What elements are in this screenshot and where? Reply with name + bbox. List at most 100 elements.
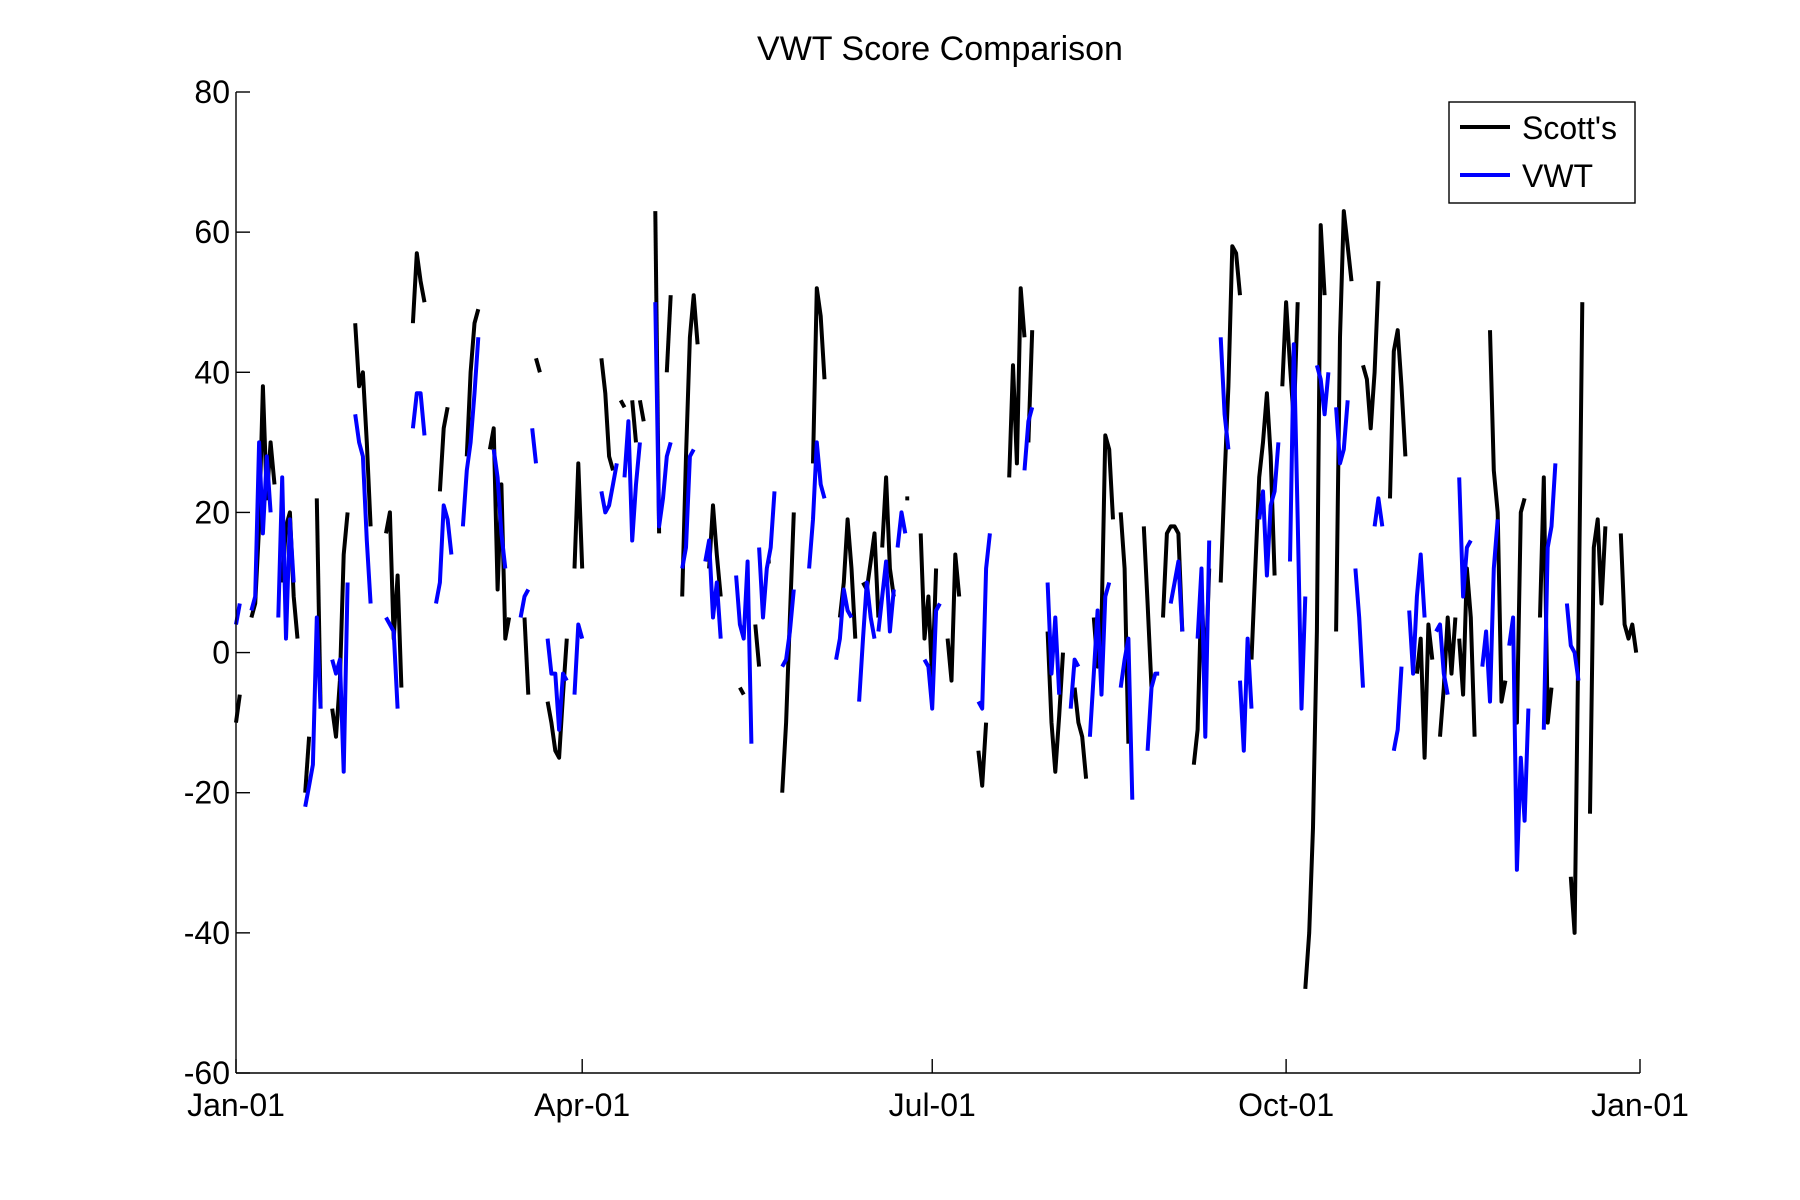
series-line-segment [437, 406, 450, 492]
series-line-segment [1372, 496, 1385, 527]
y-tick-label: -20 [184, 775, 230, 811]
series-line-segment [410, 251, 427, 324]
x-tick-label: Jan-01 [1591, 1087, 1689, 1123]
series-line-segment [1618, 533, 1639, 653]
series-line-segment [664, 295, 673, 373]
series-line-segment [1434, 622, 1450, 695]
series-line-segment [1407, 552, 1427, 676]
series-line-segment [757, 491, 777, 620]
axes [235, 92, 1640, 1074]
series-line-segment [1141, 526, 1154, 688]
series-line-segment [1168, 559, 1185, 632]
series-line-segment [780, 589, 796, 668]
series-line-segment [276, 475, 296, 641]
x-tick-label: Jan-01 [187, 1087, 285, 1123]
series-line-segment [707, 503, 723, 597]
series-line-segment [1072, 687, 1089, 779]
series-line-segment [1238, 636, 1254, 753]
series-line-segment [303, 615, 323, 808]
series-line-segment [1118, 636, 1135, 800]
series-line-segment [1541, 463, 1558, 730]
legend-label-scotts: Scott's [1522, 110, 1617, 146]
y-tick-label: 20 [194, 494, 230, 530]
series-line-segment [880, 475, 896, 597]
series-line-segment [1388, 328, 1408, 499]
series-line-segment [1564, 603, 1581, 681]
series-line-segment [780, 512, 796, 793]
series-line-segment [530, 428, 538, 464]
series-line-segment [945, 552, 962, 683]
series-line-segment [464, 308, 481, 457]
series-line-segment [1218, 337, 1231, 450]
series-vwt [234, 302, 1581, 872]
legend-box [1448, 101, 1636, 204]
series-line-segment [1588, 517, 1608, 814]
series-line-segment [734, 559, 754, 744]
series-line-segment [1568, 302, 1585, 935]
series-line-segment [1068, 657, 1081, 709]
series-line-segment [1480, 519, 1500, 704]
series-line-segment [1391, 666, 1404, 752]
series-line-segment [1118, 512, 1131, 744]
y-tick-label: 40 [194, 354, 230, 390]
series-line-segment [1414, 622, 1435, 760]
series-line-segment [330, 582, 350, 774]
series-line-segment [518, 588, 531, 618]
series-line-segment [1257, 442, 1281, 578]
series-line-segment [811, 286, 827, 464]
x-tick-label: Apr-01 [534, 1087, 630, 1123]
x-tick-label: Jul-01 [889, 1087, 976, 1123]
series-line-segment [976, 722, 989, 788]
series-line-segment [599, 463, 619, 515]
series-line-segment [1045, 631, 1065, 774]
series-line-segment [522, 617, 531, 695]
series-line-segment [249, 440, 273, 612]
y-tick-label: 0 [212, 635, 230, 671]
series-line-segment [491, 449, 508, 569]
series-line-segment [834, 587, 854, 660]
series-line-segment [1045, 582, 1062, 695]
y-tick-label: -60 [184, 1055, 230, 1091]
series-line-segment [703, 538, 723, 639]
series-line-segment [303, 736, 312, 793]
series-line-segment [753, 624, 762, 667]
series-line-segment [572, 461, 585, 569]
series-line-segment [1457, 477, 1473, 599]
y-tick-label: 60 [194, 214, 230, 250]
series-line-segment [1288, 342, 1308, 711]
series-line-segment [1087, 581, 1112, 737]
series-line-segment [1218, 244, 1242, 583]
series-layer [234, 209, 1639, 990]
series-line-segment [1007, 286, 1027, 478]
series-line-segment [1334, 400, 1350, 466]
legend: Scott's VWT [1448, 101, 1636, 204]
series-line-segment [1303, 223, 1327, 990]
series-line-segment [1488, 330, 1508, 704]
series-line-segment [680, 293, 700, 597]
series-line-segment [1091, 433, 1115, 669]
series-line-segment [680, 448, 696, 569]
series-line-segment [807, 440, 827, 569]
series-line-segment [876, 559, 896, 634]
series-line-segment [599, 358, 615, 471]
series-line-segment [618, 399, 627, 409]
series-line-segment [1249, 391, 1277, 660]
series-line-segment [976, 533, 992, 711]
series-line-segment [857, 580, 877, 702]
series-line-segment [1195, 540, 1212, 739]
series-line-segment [534, 357, 542, 373]
series-line-segment [410, 391, 427, 436]
series-line-segment [922, 602, 942, 711]
series-line-segment [353, 323, 373, 527]
y-tick-label: 80 [194, 74, 230, 110]
series-line-segment [1507, 615, 1531, 872]
series-line-segment [1353, 568, 1365, 688]
series-line-segment [353, 414, 373, 604]
plot-area: 80 60 40 20 0 -20 -40 -60 Jan-01 Apr-01 Jul-01 Oct… [184, 74, 1689, 1123]
series-line-segment [487, 426, 512, 641]
series-line-segment [1145, 671, 1160, 751]
series-line-segment [653, 302, 673, 529]
x-tick-label: Oct-01 [1238, 1087, 1334, 1123]
y-tick-label: -40 [184, 915, 230, 951]
